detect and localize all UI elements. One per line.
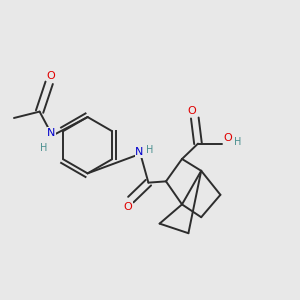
Text: O: O [46, 71, 55, 81]
Text: N: N [135, 147, 144, 157]
Text: O: O [188, 106, 197, 116]
Text: O: O [224, 133, 232, 143]
Text: N: N [47, 128, 56, 138]
Text: O: O [123, 202, 132, 212]
Text: H: H [146, 145, 154, 155]
Text: H: H [234, 137, 242, 147]
Text: H: H [40, 143, 47, 153]
